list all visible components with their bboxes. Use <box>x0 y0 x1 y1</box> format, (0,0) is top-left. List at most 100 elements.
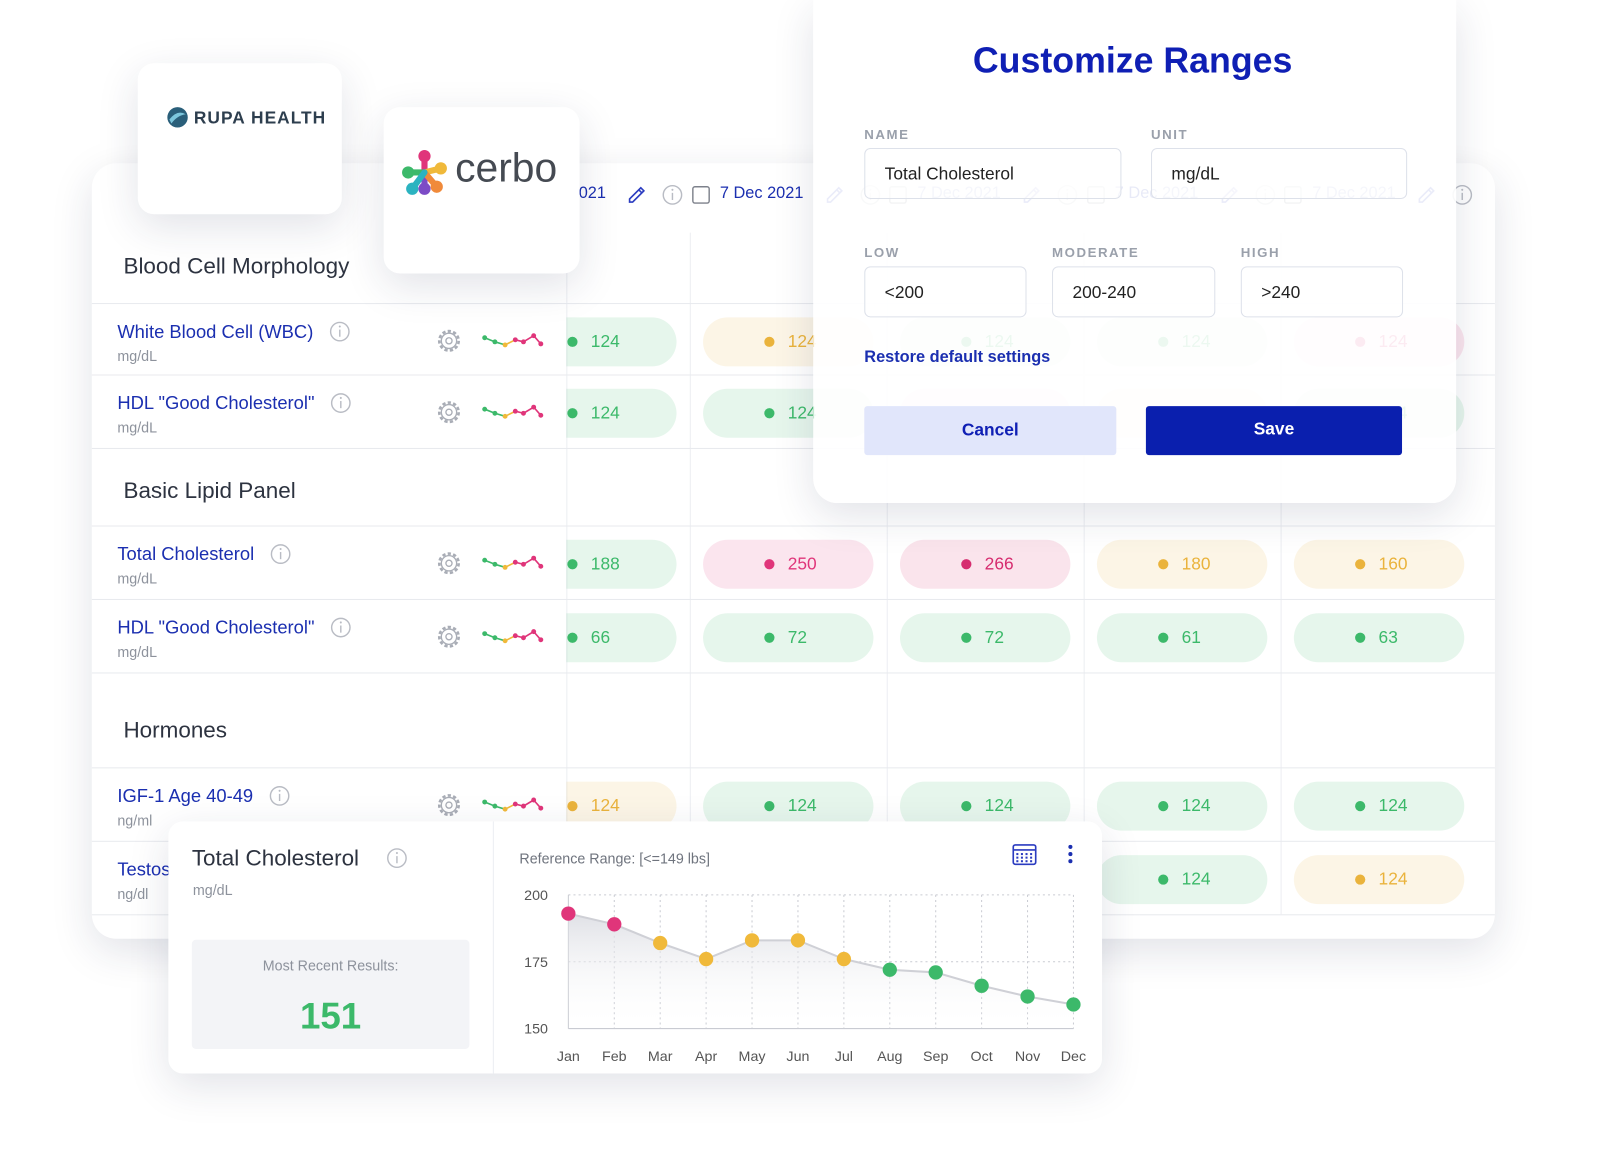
pencil-icon[interactable] <box>626 183 650 207</box>
recent-label: Most Recent Results: <box>262 957 399 974</box>
calendar-cell <box>1020 860 1023 863</box>
calendar-cell <box>1016 853 1019 856</box>
save-button[interactable]: Save <box>1145 406 1403 456</box>
spark-dot <box>502 564 508 570</box>
rupa-swoosh <box>169 112 186 124</box>
result-value: 124 <box>787 331 817 352</box>
cerbo-dot <box>418 149 431 163</box>
gear-hole <box>445 337 453 345</box>
row-divider <box>91 525 1495 527</box>
test-name[interactable]: IGF-1 Age 40-49 <box>117 785 254 806</box>
gear-ring <box>440 796 458 814</box>
data-point <box>882 962 897 977</box>
pencil-shape <box>628 186 646 203</box>
result-pill[interactable]: 188 <box>566 539 677 589</box>
data-point <box>1066 997 1081 1012</box>
info-ring <box>329 321 350 342</box>
spark-dot <box>521 803 526 809</box>
info-icon[interactable] <box>268 542 292 566</box>
field-label: LOW <box>864 244 900 261</box>
result-pill[interactable]: 266 <box>899 539 1071 589</box>
info-wrap <box>267 784 291 808</box>
result-pill[interactable]: 66 <box>566 613 677 663</box>
cerbo-dot <box>434 162 447 175</box>
gear-icon[interactable] <box>437 793 461 817</box>
result-pill[interactable]: 124 <box>566 388 677 438</box>
result-pill[interactable]: 124 <box>1096 855 1268 905</box>
result-pill[interactable]: 124 <box>1293 781 1465 831</box>
test-unit: ng/dl <box>117 885 149 903</box>
result-pill[interactable]: 250 <box>703 539 874 589</box>
restore-link[interactable]: Restore default settings <box>864 348 1051 367</box>
test-name-group: HDL "Good Cholesterol" <box>117 615 353 639</box>
info-icon[interactable] <box>329 391 353 415</box>
info-icon[interactable] <box>385 846 409 870</box>
text-input[interactable]: >240 <box>1240 266 1404 318</box>
info-dot <box>1461 188 1464 191</box>
check-icon[interactable] <box>688 183 712 207</box>
spark-dot <box>538 637 544 643</box>
row-divider <box>91 672 1495 674</box>
test-name[interactable]: White Blood Cell (WBC) <box>117 320 314 342</box>
result-pill[interactable]: 72 <box>703 613 874 663</box>
gear-icon[interactable] <box>437 329 461 353</box>
column-line <box>1083 232 1085 915</box>
spark-dot <box>492 410 498 416</box>
recent-box: Most Recent Results: 151 <box>191 939 470 1049</box>
text-input[interactable]: Total Cholesterol <box>864 147 1122 199</box>
info-icon[interactable] <box>660 183 684 207</box>
data-point <box>561 906 576 921</box>
result-value: 124 <box>590 403 620 423</box>
data-point <box>974 978 989 993</box>
result-pill[interactable]: 124 <box>1293 855 1465 905</box>
row-divider <box>91 598 1495 600</box>
result-value: 124 <box>984 795 1014 816</box>
spark-dot <box>482 406 488 412</box>
result-pill[interactable]: 160 <box>1293 539 1465 589</box>
input-value: 200-240 <box>1072 282 1137 303</box>
text-input[interactable]: 200-240 <box>1052 266 1216 318</box>
area <box>568 913 1074 1029</box>
info-icon[interactable] <box>267 784 291 808</box>
cancel-button[interactable]: Cancel <box>864 406 1117 456</box>
gear-icon[interactable] <box>437 551 461 575</box>
kebab-icon[interactable] <box>1058 842 1082 866</box>
input-value: Total Cholesterol <box>884 164 1014 184</box>
cerbo-dot <box>418 182 431 195</box>
test-unit: mg/dL <box>117 570 158 587</box>
result-pill[interactable]: 61 <box>1096 613 1268 663</box>
result-value: 188 <box>590 554 620 574</box>
text-input[interactable]: <200 <box>864 266 1027 318</box>
text-input[interactable]: mg/dL <box>1151 147 1408 199</box>
result-value: 124 <box>1181 869 1211 889</box>
x-tick-label: Jan <box>557 1049 580 1065</box>
info-wrap <box>328 319 352 343</box>
gear-icon[interactable] <box>437 624 461 648</box>
status-dot <box>567 801 578 812</box>
test-name[interactable]: HDL "Good Cholesterol" <box>117 616 315 638</box>
calendar-cell <box>1030 860 1033 863</box>
status-dot <box>1355 559 1366 570</box>
result-pill[interactable]: 63 <box>1293 613 1465 663</box>
calendar-icon[interactable] <box>1012 842 1037 866</box>
result-value: 250 <box>787 554 817 574</box>
info-icon[interactable] <box>329 615 353 639</box>
test-name[interactable]: Total Cholesterol <box>117 543 255 564</box>
column-line <box>566 232 568 915</box>
chart-subtitle: Reference Range: [<=149 lbs] <box>519 849 710 867</box>
y-tick-label: 175 <box>524 955 548 971</box>
info-ring <box>270 544 291 564</box>
result-pill[interactable]: 124 <box>1096 781 1268 831</box>
result-value: 124 <box>590 795 620 816</box>
gear-icon[interactable] <box>437 400 461 424</box>
info-icon[interactable] <box>328 319 352 343</box>
cerbo-logo-text: cerbo <box>455 145 558 191</box>
result-pill[interactable]: 180 <box>1096 539 1268 589</box>
result-value: 124 <box>787 403 817 423</box>
result-pill[interactable]: 72 <box>899 613 1071 663</box>
test-name[interactable]: HDL "Good Cholesterol" <box>117 392 315 413</box>
dialog-title: Customize Ranges <box>972 40 1293 81</box>
result-pill[interactable]: 124 <box>566 317 677 367</box>
status-dot <box>567 559 578 570</box>
